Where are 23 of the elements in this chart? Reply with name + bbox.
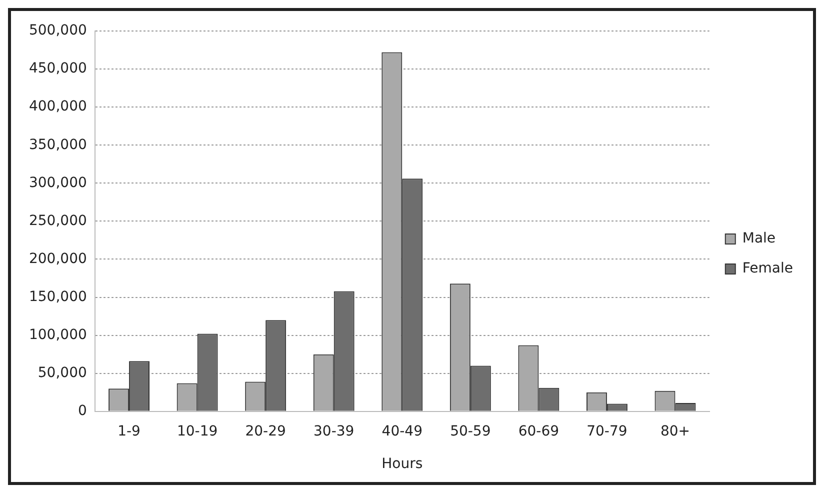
y-tick-label: 250,000 <box>28 212 87 229</box>
x-tick-label: 1-9 <box>118 423 140 440</box>
y-tick-label: 0 <box>78 403 87 420</box>
x-tick-label: 30-39 <box>314 423 354 440</box>
x-tick-label: 50-59 <box>450 423 491 440</box>
y-tick-label: 150,000 <box>28 288 87 305</box>
x-tick-label: 40-49 <box>382 423 422 440</box>
legend-label: Male <box>742 230 776 247</box>
legend-label: Female <box>742 260 794 277</box>
y-tick-label: 450,000 <box>28 60 87 77</box>
x-tick-label: 20-29 <box>245 423 286 440</box>
x-tick-label: 10-19 <box>176 423 218 440</box>
x-tick-label: 60-69 <box>518 423 560 440</box>
y-tick-label: 400,000 <box>28 98 87 115</box>
y-tick-label: 350,000 <box>28 136 87 153</box>
x-axis-title: Hours <box>382 456 423 472</box>
x-tick-label: 80+ <box>660 423 690 440</box>
y-tick-label: 500,000 <box>28 22 87 39</box>
y-tick-label: 50,000 <box>38 365 87 381</box>
y-tick-label: 300,000 <box>28 174 87 191</box>
y-tick-label: 200,000 <box>28 250 87 267</box>
y-tick-label: 100,000 <box>28 326 87 343</box>
x-tick-label: 70-79 <box>586 423 628 440</box>
